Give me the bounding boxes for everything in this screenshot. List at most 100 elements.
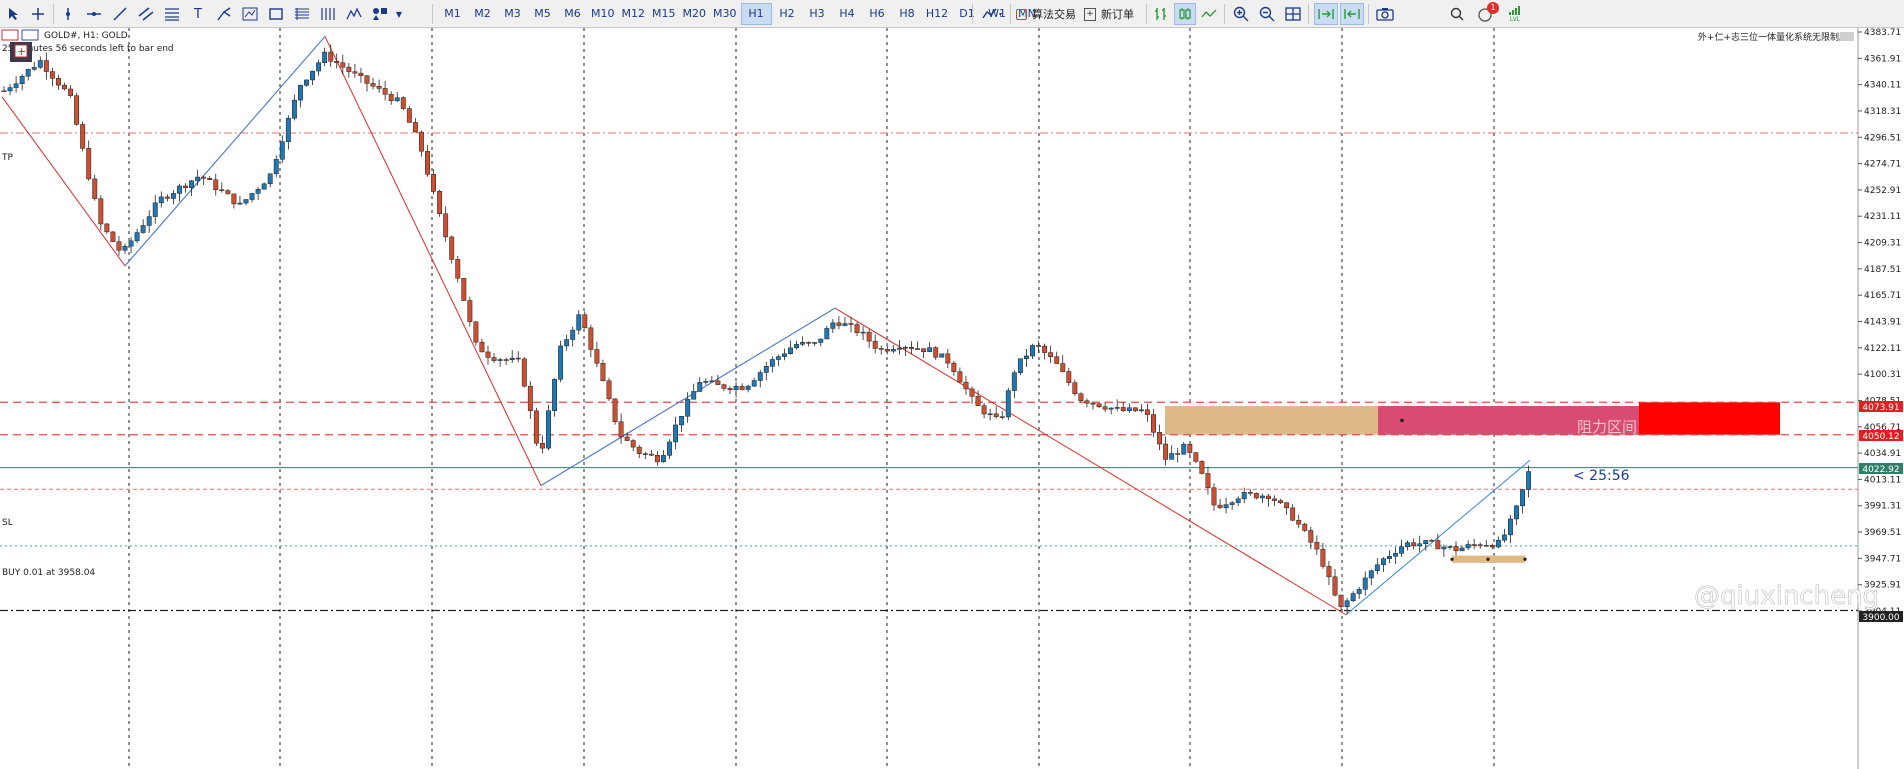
candle (552, 378, 557, 417)
timeframe-w1[interactable]: W1 (988, 7, 1006, 20)
fibonacci-icon[interactable] (162, 3, 182, 25)
timeframe-m3[interactable]: M3 (504, 7, 521, 20)
notifications-icon[interactable]: 1 (1474, 2, 1499, 25)
axis-label: 4187.51 (1864, 265, 1901, 275)
candle (388, 91, 394, 105)
timeframe-h12[interactable]: H12 (925, 7, 949, 20)
candle (1387, 550, 1392, 564)
pitchfork-icon[interactable] (214, 3, 234, 25)
timeframe-h1[interactable]: H1 (740, 3, 772, 25)
tile-windows-icon[interactable] (1282, 3, 1304, 25)
candle (1508, 514, 1513, 544)
lvl-label: LVL (1509, 15, 1521, 23)
elliott-icon[interactable] (344, 3, 364, 25)
zoom-out-icon[interactable] (1256, 3, 1278, 25)
signal-level-icon[interactable]: LVL (1504, 3, 1526, 25)
candle (661, 450, 666, 463)
candle (1187, 441, 1193, 459)
timeframe-m2[interactable]: M2 (474, 7, 491, 20)
timeframe-h6[interactable]: H6 (869, 7, 885, 20)
candle (334, 53, 340, 69)
axis-label: 4296.51 (1864, 133, 1901, 143)
candle (394, 92, 400, 103)
candle (600, 359, 606, 382)
timeframe-h8[interactable]: H8 (899, 7, 915, 20)
zoom-in-icon[interactable] (1230, 3, 1252, 25)
screenshot-icon[interactable] (1374, 3, 1396, 25)
rectangle-icon[interactable] (266, 3, 286, 25)
timeframe-m5[interactable]: M5 (534, 7, 551, 20)
candle (406, 105, 412, 123)
cursor-icon[interactable] (3, 3, 25, 25)
candle (195, 169, 201, 186)
candle (1308, 526, 1314, 549)
chart-type-icon[interactable] (978, 3, 1008, 25)
sl-label: SL (2, 518, 13, 528)
price-chart[interactable]: 4383.71 4361.91 4340.11 4318.31 4296.51 4274.… (0, 28, 1904, 769)
search-icon[interactable] (1446, 3, 1468, 25)
timeframe-d1[interactable]: D1 (959, 7, 975, 20)
candle (98, 195, 104, 231)
chart-shape-icon[interactable] (240, 3, 260, 25)
candle (298, 84, 303, 108)
new-order-label: 新订单 (1101, 8, 1134, 21)
candle (1290, 504, 1296, 522)
shapes-icon[interactable] (370, 3, 390, 25)
new-order-button[interactable]: + 新订单 (1084, 3, 1142, 25)
candle (1126, 403, 1132, 413)
candle (1084, 398, 1090, 408)
chart-shift-icon[interactable] (1340, 3, 1364, 25)
timeframe-h2[interactable]: H2 (779, 7, 795, 20)
svg-text:+: + (17, 45, 26, 58)
candle (939, 353, 945, 358)
vertical-line-icon[interactable] (58, 3, 78, 25)
candle (1332, 568, 1338, 597)
timeframe-m30[interactable]: M30 (713, 7, 737, 20)
text-icon[interactable]: T (194, 6, 202, 22)
trendline-icon[interactable] (110, 3, 130, 25)
gann-icon[interactable] (292, 3, 312, 25)
resistance-zone-beige (1165, 406, 1378, 435)
candle (1362, 571, 1368, 596)
zone-anchor (1400, 418, 1404, 423)
auto-scroll-icon[interactable] (1314, 3, 1338, 25)
algo-trading-button[interactable]: 算法交易 (1016, 3, 1078, 25)
chevron-down-icon[interactable]: ▼ (395, 9, 403, 19)
candle (74, 92, 80, 126)
candle (540, 435, 545, 454)
timeframe-h4[interactable]: H4 (839, 7, 855, 20)
candle (963, 376, 969, 395)
crosshair-icon[interactable] (27, 3, 49, 25)
timeframe-m12[interactable]: M12 (621, 7, 646, 20)
chart-window-icon[interactable] (1, 29, 19, 41)
candle (794, 340, 799, 350)
timeframe-h3[interactable]: H3 (809, 7, 825, 20)
candlestick-icon[interactable] (1174, 3, 1196, 25)
line-chart-icon[interactable] (1198, 3, 1220, 25)
candle (594, 341, 600, 368)
candle (1441, 544, 1447, 557)
candle (1526, 465, 1532, 498)
bar-chart-icon[interactable] (1150, 3, 1172, 25)
candle (836, 316, 842, 330)
candle (56, 74, 61, 90)
timeframe-m15[interactable]: M15 (652, 7, 676, 20)
candle (304, 79, 309, 87)
watermark: @qiuxincheng (1660, 581, 1879, 611)
candle (1193, 451, 1199, 464)
timeframe-m10[interactable]: M10 (591, 7, 615, 20)
timeframe-m6[interactable]: M6 (564, 7, 581, 20)
cycle-lines-icon[interactable] (318, 3, 338, 25)
timeframe-m20[interactable]: M20 (682, 7, 707, 20)
timeframe-m1[interactable]: M1 (444, 7, 461, 20)
zigzag-red (1, 35, 1347, 616)
candle (1453, 541, 1459, 556)
candle (806, 341, 812, 347)
chart-properties-icon[interactable] (21, 29, 39, 41)
candle (909, 341, 914, 354)
candle (612, 398, 618, 425)
candle (830, 319, 836, 334)
channel-icon[interactable] (136, 3, 156, 25)
horizontal-line-icon[interactable] (84, 3, 104, 25)
candle (981, 402, 987, 419)
